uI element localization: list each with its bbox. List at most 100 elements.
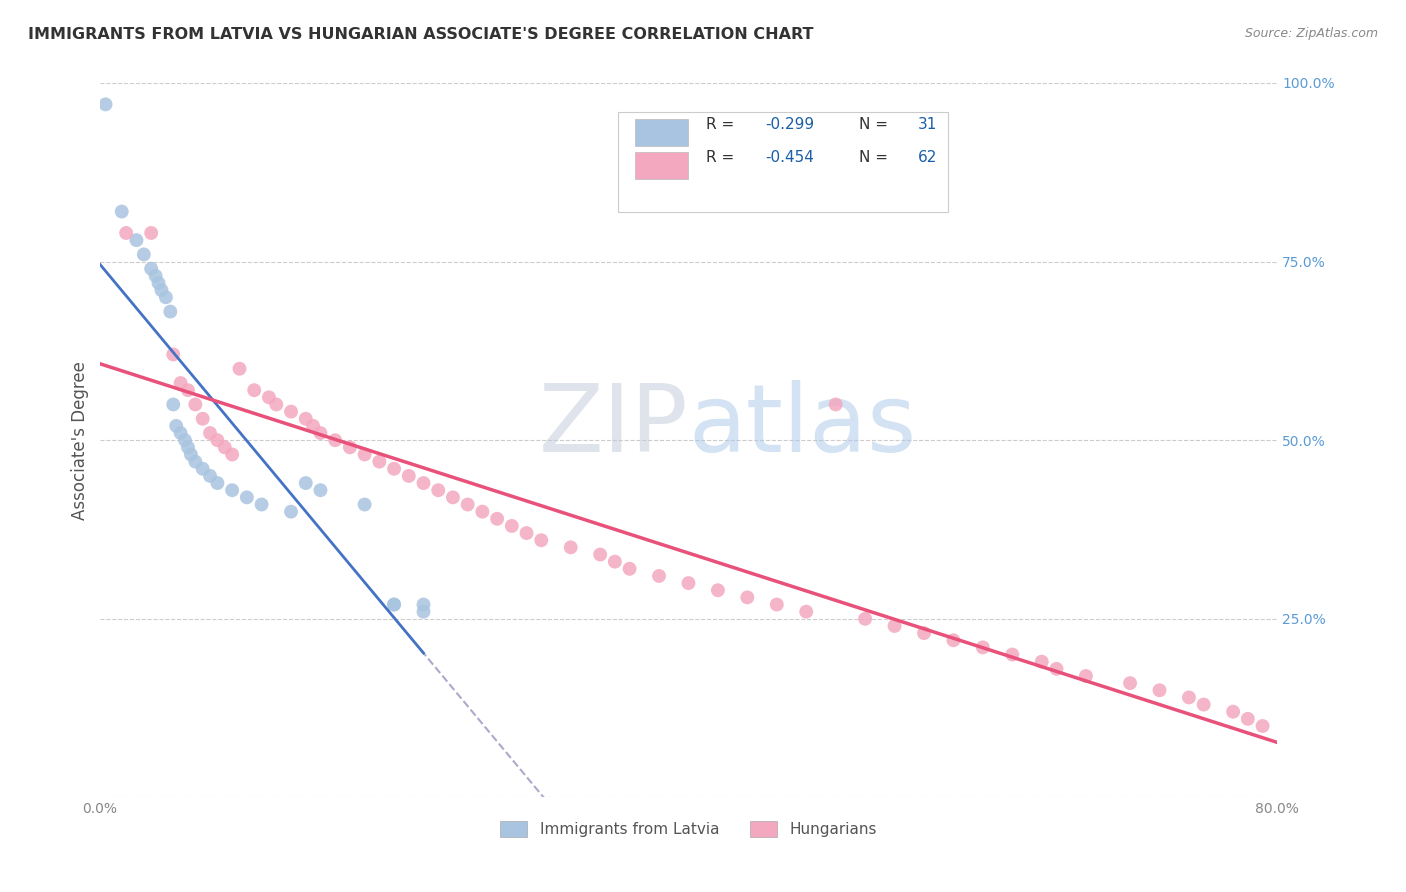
Point	[427, 483, 450, 498]
Point	[141, 261, 163, 276]
Text: R =: R =	[706, 151, 740, 165]
Text: IMMIGRANTS FROM LATVIA VS HUNGARIAN ASSOCIATE'S DEGREE CORRELATION CHART: IMMIGRANTS FROM LATVIA VS HUNGARIAN ASSO…	[28, 27, 814, 42]
Point	[191, 462, 214, 476]
Point	[648, 569, 671, 583]
Point	[1178, 690, 1201, 705]
FancyBboxPatch shape	[617, 112, 948, 211]
Point	[530, 533, 553, 548]
Point	[236, 491, 259, 505]
Point	[1119, 676, 1142, 690]
Point	[302, 418, 325, 433]
Point	[1251, 719, 1274, 733]
Point	[707, 583, 730, 598]
Point	[228, 361, 250, 376]
Point	[184, 397, 207, 411]
Point	[141, 226, 163, 240]
Point	[1237, 712, 1260, 726]
Point	[1222, 705, 1244, 719]
Point	[353, 448, 375, 462]
Point	[589, 548, 612, 562]
Point	[198, 425, 221, 440]
Point	[412, 598, 434, 612]
Point	[737, 591, 759, 605]
Point	[162, 347, 184, 361]
Point	[250, 498, 273, 512]
Point	[94, 97, 117, 112]
Bar	[636, 153, 689, 179]
Text: ZIP: ZIP	[538, 380, 689, 472]
Point	[165, 418, 187, 433]
Point	[148, 276, 170, 290]
Point	[177, 383, 200, 397]
Point	[323, 433, 346, 447]
Point	[382, 598, 405, 612]
Point	[150, 283, 173, 297]
Point	[412, 476, 434, 491]
Point	[441, 491, 464, 505]
Point	[294, 411, 316, 425]
Point	[184, 455, 207, 469]
Point	[174, 433, 197, 447]
Point	[309, 425, 332, 440]
Point	[180, 448, 202, 462]
Text: atlas: atlas	[689, 380, 917, 472]
Point	[824, 397, 846, 411]
Point	[560, 541, 582, 555]
Point	[207, 433, 229, 447]
Point	[1031, 655, 1053, 669]
Point	[221, 483, 243, 498]
Point	[382, 462, 405, 476]
Point	[243, 383, 266, 397]
Point	[765, 598, 787, 612]
Bar	[636, 119, 689, 145]
Point	[294, 476, 316, 491]
Point	[912, 626, 935, 640]
Point	[198, 469, 221, 483]
Point	[159, 304, 181, 318]
Text: -0.299: -0.299	[765, 117, 814, 132]
Point	[471, 505, 494, 519]
Point	[214, 441, 236, 455]
Point	[115, 226, 138, 240]
Point	[486, 512, 509, 526]
Point	[457, 498, 479, 512]
Point	[883, 619, 905, 633]
Point	[132, 247, 155, 261]
Point	[266, 397, 288, 411]
Legend: Immigrants from Latvia, Hungarians: Immigrants from Latvia, Hungarians	[494, 815, 883, 844]
Point	[169, 376, 191, 390]
Point	[853, 612, 876, 626]
Point	[1045, 662, 1067, 676]
Point	[398, 469, 420, 483]
Point	[972, 640, 994, 655]
Point	[619, 562, 641, 576]
Point	[169, 425, 191, 440]
Point	[353, 498, 375, 512]
Point	[515, 526, 537, 541]
Point	[145, 268, 167, 283]
Text: -0.454: -0.454	[765, 151, 814, 165]
Point	[177, 441, 200, 455]
Point	[155, 290, 177, 304]
Point	[603, 555, 626, 569]
Point	[1149, 683, 1171, 698]
Point	[942, 633, 965, 648]
Point	[678, 576, 700, 591]
Point	[280, 505, 302, 519]
Point	[1192, 698, 1215, 712]
Point	[1074, 669, 1097, 683]
Point	[191, 411, 214, 425]
Point	[1001, 648, 1024, 662]
Point	[162, 397, 184, 411]
Point	[125, 233, 148, 247]
Y-axis label: Associate's Degree: Associate's Degree	[72, 360, 89, 520]
Text: N =: N =	[859, 117, 893, 132]
Text: Source: ZipAtlas.com: Source: ZipAtlas.com	[1244, 27, 1378, 40]
Point	[368, 455, 391, 469]
Text: 31: 31	[918, 117, 938, 132]
Text: N =: N =	[859, 151, 893, 165]
Point	[382, 598, 405, 612]
Text: 62: 62	[918, 151, 938, 165]
Point	[309, 483, 332, 498]
Text: R =: R =	[706, 117, 740, 132]
